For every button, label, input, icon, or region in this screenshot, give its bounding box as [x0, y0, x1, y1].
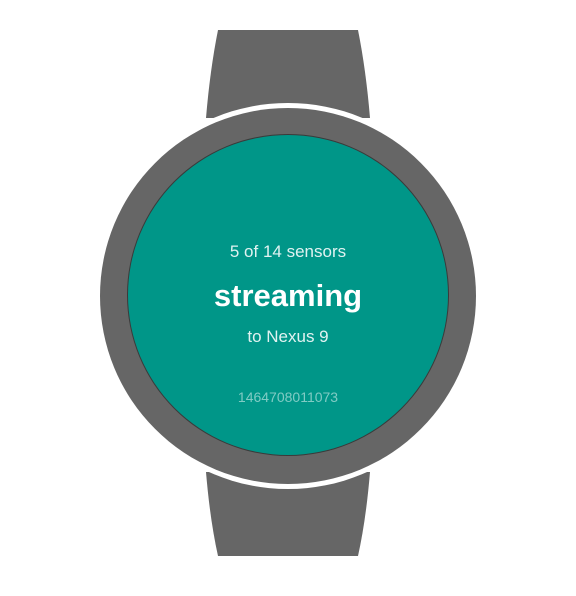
watch-strap-top	[206, 30, 370, 118]
watch-screen[interactable]: 5 of 14 sensors streaming to Nexus 9 146…	[128, 135, 448, 455]
sensors-count-label: 5 of 14 sensors	[229, 242, 347, 261]
timestamp-label: 1464708011073	[237, 389, 339, 405]
streaming-status-label: streaming	[213, 278, 363, 313]
target-device-label: to Nexus 9	[247, 327, 329, 346]
watch-strap-bottom	[206, 472, 370, 556]
